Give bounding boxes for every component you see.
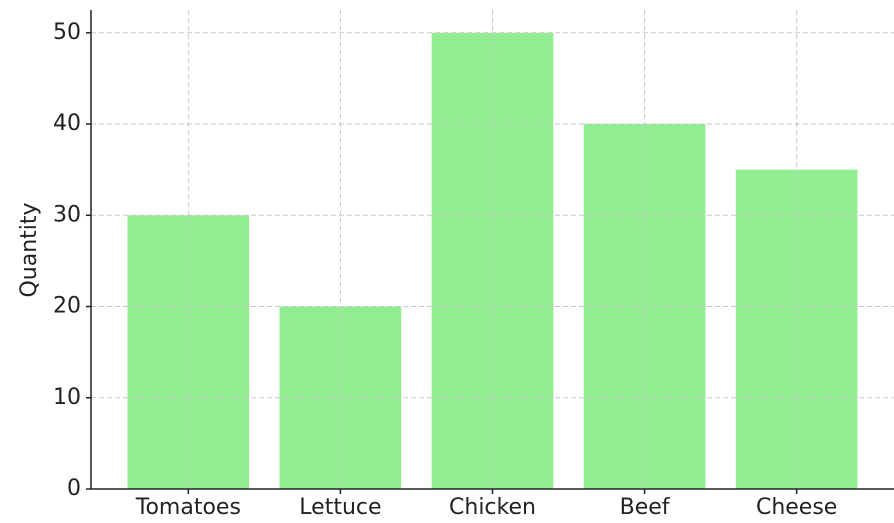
x-tick-label: Lettuce bbox=[299, 495, 381, 520]
x-tick-label: Chicken bbox=[449, 495, 536, 520]
bar bbox=[735, 169, 858, 489]
y-tick-label: 20 bbox=[53, 294, 81, 319]
y-tick-label: 0 bbox=[67, 476, 81, 501]
x-tick-label: Cheese bbox=[756, 495, 837, 520]
x-tick-label: Beef bbox=[620, 495, 671, 520]
y-axis-label: Quantity bbox=[17, 202, 42, 297]
y-tick-label: 30 bbox=[53, 202, 81, 227]
y-tick-label: 40 bbox=[53, 111, 81, 136]
bar bbox=[127, 215, 250, 490]
y-tick-label: 50 bbox=[53, 20, 81, 45]
y-tick-label: 10 bbox=[53, 385, 81, 410]
x-tick-label: Tomatoes bbox=[135, 495, 241, 520]
